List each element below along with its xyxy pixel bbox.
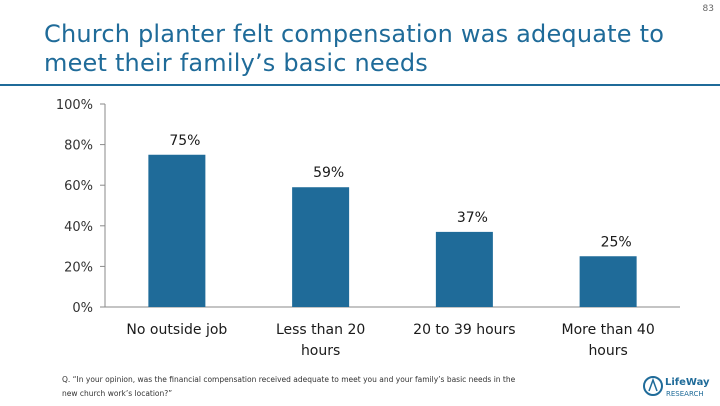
bar	[579, 256, 637, 307]
data-label: 37%	[457, 210, 488, 226]
y-tick-label: 0%	[72, 301, 93, 316]
y-tick-label: 40%	[64, 220, 93, 235]
page-number: 83	[702, 4, 714, 14]
y-tick-label: 100%	[56, 98, 93, 113]
logo-text: LifeWay	[665, 377, 710, 388]
title-divider	[0, 84, 720, 86]
category-label: Less than 20	[276, 322, 365, 338]
y-tick-label: 80%	[64, 139, 93, 154]
data-label: 75%	[169, 133, 200, 149]
logo-subtext: RESEARCH	[666, 390, 704, 398]
bar	[435, 231, 493, 307]
category-label: No outside job	[126, 322, 227, 338]
category-label: More than 40	[562, 322, 655, 338]
data-label: 25%	[601, 234, 632, 250]
category-label: hours	[588, 343, 627, 359]
category-label: hours	[301, 343, 340, 359]
bar	[148, 154, 206, 307]
logo-mark: LifeWay RESEARCH	[643, 376, 710, 398]
chart-title: Church planter felt compensation was ade…	[44, 20, 665, 77]
y-tick-label: 60%	[64, 179, 93, 194]
bars	[148, 154, 637, 307]
axes: 0% 20% 40% 60% 80% 100%	[56, 98, 680, 316]
logo-circle-icon	[643, 376, 663, 396]
data-label: 59%	[313, 165, 344, 181]
logo-glyph-icon	[648, 377, 658, 392]
category-label: 20 to 39 hours	[413, 322, 515, 338]
y-tick-label: 20%	[64, 260, 93, 275]
survey-question-footnote: Q. “In your opinion, was the financial c…	[62, 375, 516, 398]
labels: 75% No outside job 59% Less than 20 hours 37%…	[126, 133, 654, 359]
bar	[292, 187, 350, 307]
lifeway-research-logo: LifeWay RESEARCH	[642, 372, 714, 402]
